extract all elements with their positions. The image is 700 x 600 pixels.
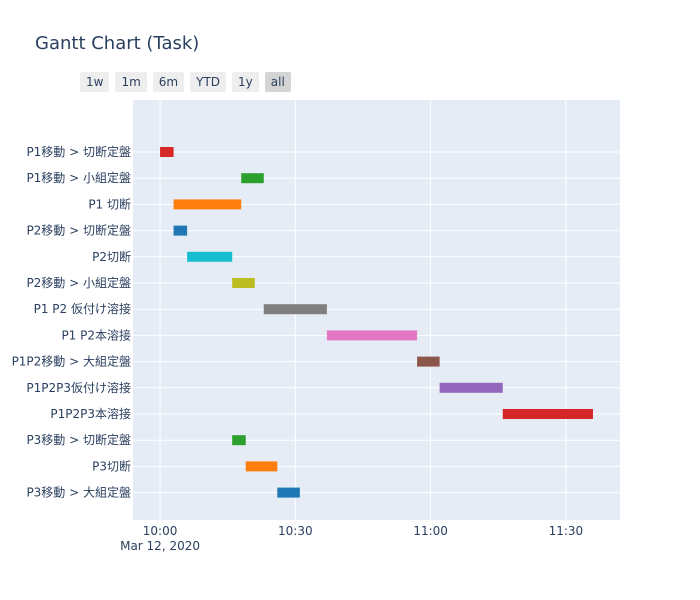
y-tick-label: P2移動 > 切断定盤: [26, 223, 131, 238]
range-button-1w[interactable]: 1w: [80, 72, 110, 92]
chart-title: Gantt Chart (Task): [35, 33, 200, 54]
task-bar: [173, 225, 188, 236]
task-bar: [232, 435, 246, 446]
x-tick-label: 10:00: [143, 524, 178, 538]
task-bar: [160, 147, 174, 157]
task-bar: [187, 251, 233, 262]
x-tick-label: 10:30: [278, 524, 313, 538]
task-bar: [173, 199, 242, 210]
range-button-all[interactable]: all: [264, 72, 291, 92]
y-tick-label: P1 P2本溶接: [61, 327, 131, 342]
range-selector: 1w 1m 6m YTD 1y all: [80, 72, 291, 92]
y-axis-labels: P1移動 > 切断定盤 P1移動 > 小組定盤 P1 切断 P2移動 > 切断定盤 P2…: [12, 144, 131, 500]
y-tick-label: P2移動 > 小組定盤: [26, 275, 131, 290]
task-bar: [417, 356, 440, 367]
range-button-ytd[interactable]: YTD: [190, 72, 227, 92]
plot-background: [133, 100, 620, 520]
task-bar: [439, 382, 503, 393]
y-tick-label: P2切断: [92, 249, 131, 264]
x-tick-label: 11:30: [549, 524, 584, 538]
y-tick-label: P3移動 > 大組定盤: [26, 485, 131, 500]
y-tick-label: P1P2P3仮付け溶接: [26, 380, 131, 395]
x-axis-labels: 10:00 10:30 11:00 11:30 Mar 12, 2020: [120, 524, 583, 553]
task-bar: [245, 461, 278, 472]
task-bar: [502, 409, 593, 419]
y-tick-label: P1移動 > 切断定盤: [26, 144, 131, 159]
range-button-6m[interactable]: 6m: [152, 72, 185, 92]
task-bar: [263, 304, 327, 315]
x-tick-label: 11:00: [413, 524, 448, 538]
range-button-1y[interactable]: 1y: [232, 72, 259, 92]
y-tick-label: P3移動 > 切断定盤: [26, 432, 131, 447]
y-tick-label: P3切断: [92, 458, 131, 473]
grid-lines: [133, 100, 620, 520]
task-bar: [241, 173, 264, 184]
y-tick-label: P1P2P3本溶接: [50, 406, 131, 421]
y-tick-label: P1P2移動 > 大組定盤: [12, 354, 131, 369]
task-bar: [232, 278, 255, 288]
y-tick-label: P1移動 > 小組定盤: [26, 170, 131, 185]
y-tick-label: P1 P2 仮付け溶接: [34, 301, 131, 316]
task-bar: [326, 330, 418, 341]
task-bar: [277, 487, 300, 498]
range-button-1m[interactable]: 1m: [115, 72, 147, 92]
x-date-label: Mar 12, 2020: [120, 539, 200, 553]
y-tick-label: P1 切断: [88, 196, 131, 211]
task-bars: [160, 147, 593, 498]
